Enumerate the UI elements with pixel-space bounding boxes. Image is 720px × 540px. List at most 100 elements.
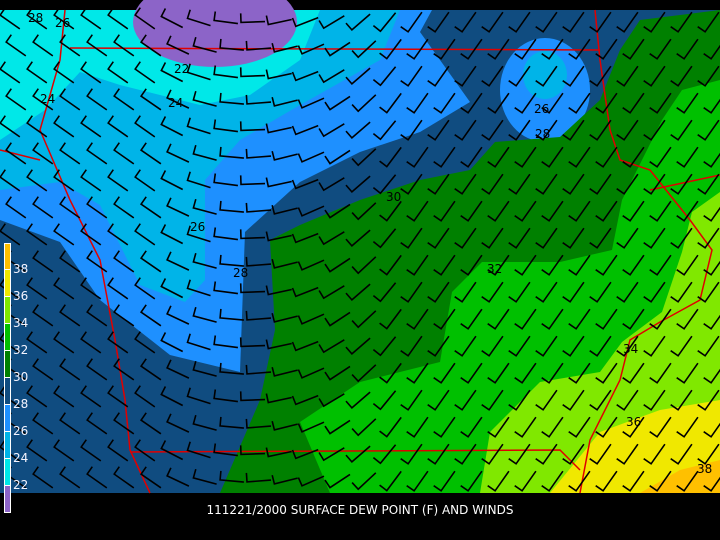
contour-label: 28 — [535, 127, 550, 141]
wind-barb — [5, 196, 27, 219]
legend-swatch — [4, 459, 11, 486]
contour-label: 38 — [697, 462, 712, 476]
wind-barb — [589, 173, 612, 195]
wind-barb — [643, 119, 666, 141]
wind-barb — [26, 115, 48, 138]
wind-barb — [541, 416, 564, 438]
wind-barb — [134, 439, 156, 462]
wind-barb — [139, 466, 162, 489]
wind-barb — [107, 169, 129, 192]
wind-barb — [433, 308, 456, 330]
wind-barb — [59, 250, 81, 273]
wind-barb — [291, 286, 319, 298]
wind-barb — [113, 358, 135, 381]
wind-barb — [5, 142, 27, 165]
wind-barb — [134, 331, 156, 354]
wind-barb — [26, 439, 48, 462]
wind-barb — [351, 148, 377, 167]
wind-barb — [406, 470, 429, 492]
wind-barb — [186, 9, 211, 27]
wind-barb — [541, 38, 564, 60]
wind-barb — [372, 174, 397, 195]
contour-label: 26 — [190, 220, 205, 234]
wind-barb — [219, 38, 244, 51]
wind-barb — [400, 11, 423, 33]
wind-barb — [487, 470, 510, 492]
wind-barb — [427, 227, 450, 249]
wind-barb — [139, 304, 162, 327]
wind-barb — [454, 173, 477, 195]
wind-barb — [433, 254, 456, 276]
contour-label: 26 — [55, 16, 70, 30]
wind-barb — [568, 416, 591, 438]
wind-barb — [400, 119, 423, 141]
wind-barb — [487, 254, 510, 276]
wind-barb — [535, 389, 558, 411]
wind-barb — [379, 308, 402, 330]
wind-barb — [460, 362, 483, 384]
wind-barb — [59, 412, 81, 435]
wind-barb — [643, 227, 666, 249]
wind-barb — [649, 416, 672, 438]
wind-barb — [616, 443, 639, 465]
wind-barb — [481, 389, 504, 411]
wind-barb — [219, 92, 244, 105]
wind-barb — [595, 308, 618, 330]
contour-label: 34 — [623, 342, 638, 356]
region-36-38 — [550, 400, 720, 493]
wind-barb — [697, 335, 720, 357]
wind-barb — [324, 311, 351, 327]
legend-label: 34 — [13, 316, 29, 330]
wind-barb — [291, 178, 319, 190]
wind-barb — [26, 7, 48, 30]
wind-barb — [460, 254, 483, 276]
wind-barb — [324, 365, 351, 381]
wind-barb — [372, 336, 397, 357]
wind-barb — [427, 119, 450, 141]
wind-barb — [297, 259, 325, 271]
wind-barb — [134, 277, 156, 300]
wind-barb — [676, 254, 699, 276]
wind-barb — [80, 7, 102, 30]
wind-barb — [192, 306, 217, 323]
wind-barb — [86, 412, 108, 435]
wind-barb — [271, 367, 298, 377]
wind-barb — [406, 146, 429, 168]
wind-barb — [53, 169, 75, 192]
wind-barb — [265, 447, 292, 458]
legend-swatch — [4, 432, 11, 459]
wind-barb — [670, 11, 693, 33]
wind-barb — [324, 41, 351, 57]
state-border — [579, 9, 713, 494]
wind-barb — [535, 11, 558, 33]
contour-label: 36 — [626, 415, 641, 429]
wind-barb — [427, 65, 450, 87]
wind-barb — [649, 308, 672, 330]
wind-barb — [433, 200, 456, 222]
region-below-22 — [133, 0, 297, 67]
wind-barb — [291, 232, 319, 244]
wind-barb — [595, 416, 618, 438]
wind-barb — [595, 362, 618, 384]
wind-barb — [514, 416, 537, 438]
wind-barb — [670, 389, 693, 411]
wind-barb — [406, 38, 429, 60]
wind-barb — [351, 310, 377, 329]
wind-barb — [622, 308, 645, 330]
wind-barb — [139, 196, 162, 219]
contour-label: 26 — [534, 102, 549, 116]
wind-barb — [372, 390, 397, 411]
legend-label: 26 — [13, 424, 29, 438]
wind-barb — [213, 443, 239, 457]
wind-barb — [454, 227, 477, 249]
wind-barb — [379, 254, 402, 276]
wind-barb — [318, 69, 345, 84]
wind-barb — [26, 331, 48, 354]
wind-barb — [318, 447, 345, 462]
wind-barb — [245, 94, 272, 105]
wind-barb — [535, 65, 558, 87]
wind-barbs — [0, 7, 720, 492]
wind-barb — [427, 11, 450, 33]
wind-barb — [351, 364, 377, 383]
wind-barb — [643, 173, 666, 195]
